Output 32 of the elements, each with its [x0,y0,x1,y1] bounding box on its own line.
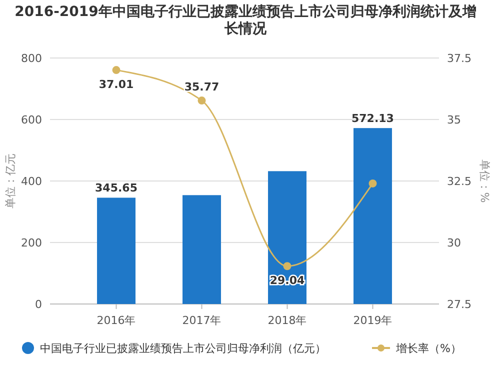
y2-tick-label: 30 [447,236,461,250]
data-label: 29.04 [270,274,305,288]
y-tick-label: 400 [21,175,42,188]
x-tick-label: 2017年 [182,314,222,327]
y2-tick-label: 32.5 [447,175,472,188]
point [283,262,292,270]
y-tick-label: 600 [21,114,42,126]
chart-title: 2016-2019年中国电子行业已披露业绩预告上市公司归母净利润统计及增长情况 [14,3,476,37]
y2-axis-title: 单位：% [478,159,491,203]
bar [268,171,306,304]
point [368,179,377,188]
x-tick-label: 2016年 [96,314,136,327]
bar [354,128,392,304]
legend-label: 中国电子行业已披露业绩预告上市公司归母净利润（亿元） [40,342,326,355]
x-tick-label: 2019年 [353,314,392,327]
data-label: 345.65 [95,182,138,195]
bar [182,195,221,304]
data-label: 572.13 [352,112,394,126]
legend-label: 增长率（%） [395,342,462,355]
point [112,66,120,74]
y2-tick-label: 27.5 [447,298,472,311]
y-tick-label: 0 [35,298,42,311]
bar [97,198,136,304]
y-axis-title: 单位：亿元 [4,154,17,208]
x-tick-label: 2018年 [268,314,307,327]
y2-tick-label: 37.5 [447,52,472,65]
y-tick-label: 200 [21,236,42,250]
data-label: 37.01 [98,78,134,92]
point [198,96,206,105]
y2-tick-label: 35 [447,114,461,126]
y-tick-label: 800 [21,52,42,65]
data-label: 35.77 [184,80,220,94]
